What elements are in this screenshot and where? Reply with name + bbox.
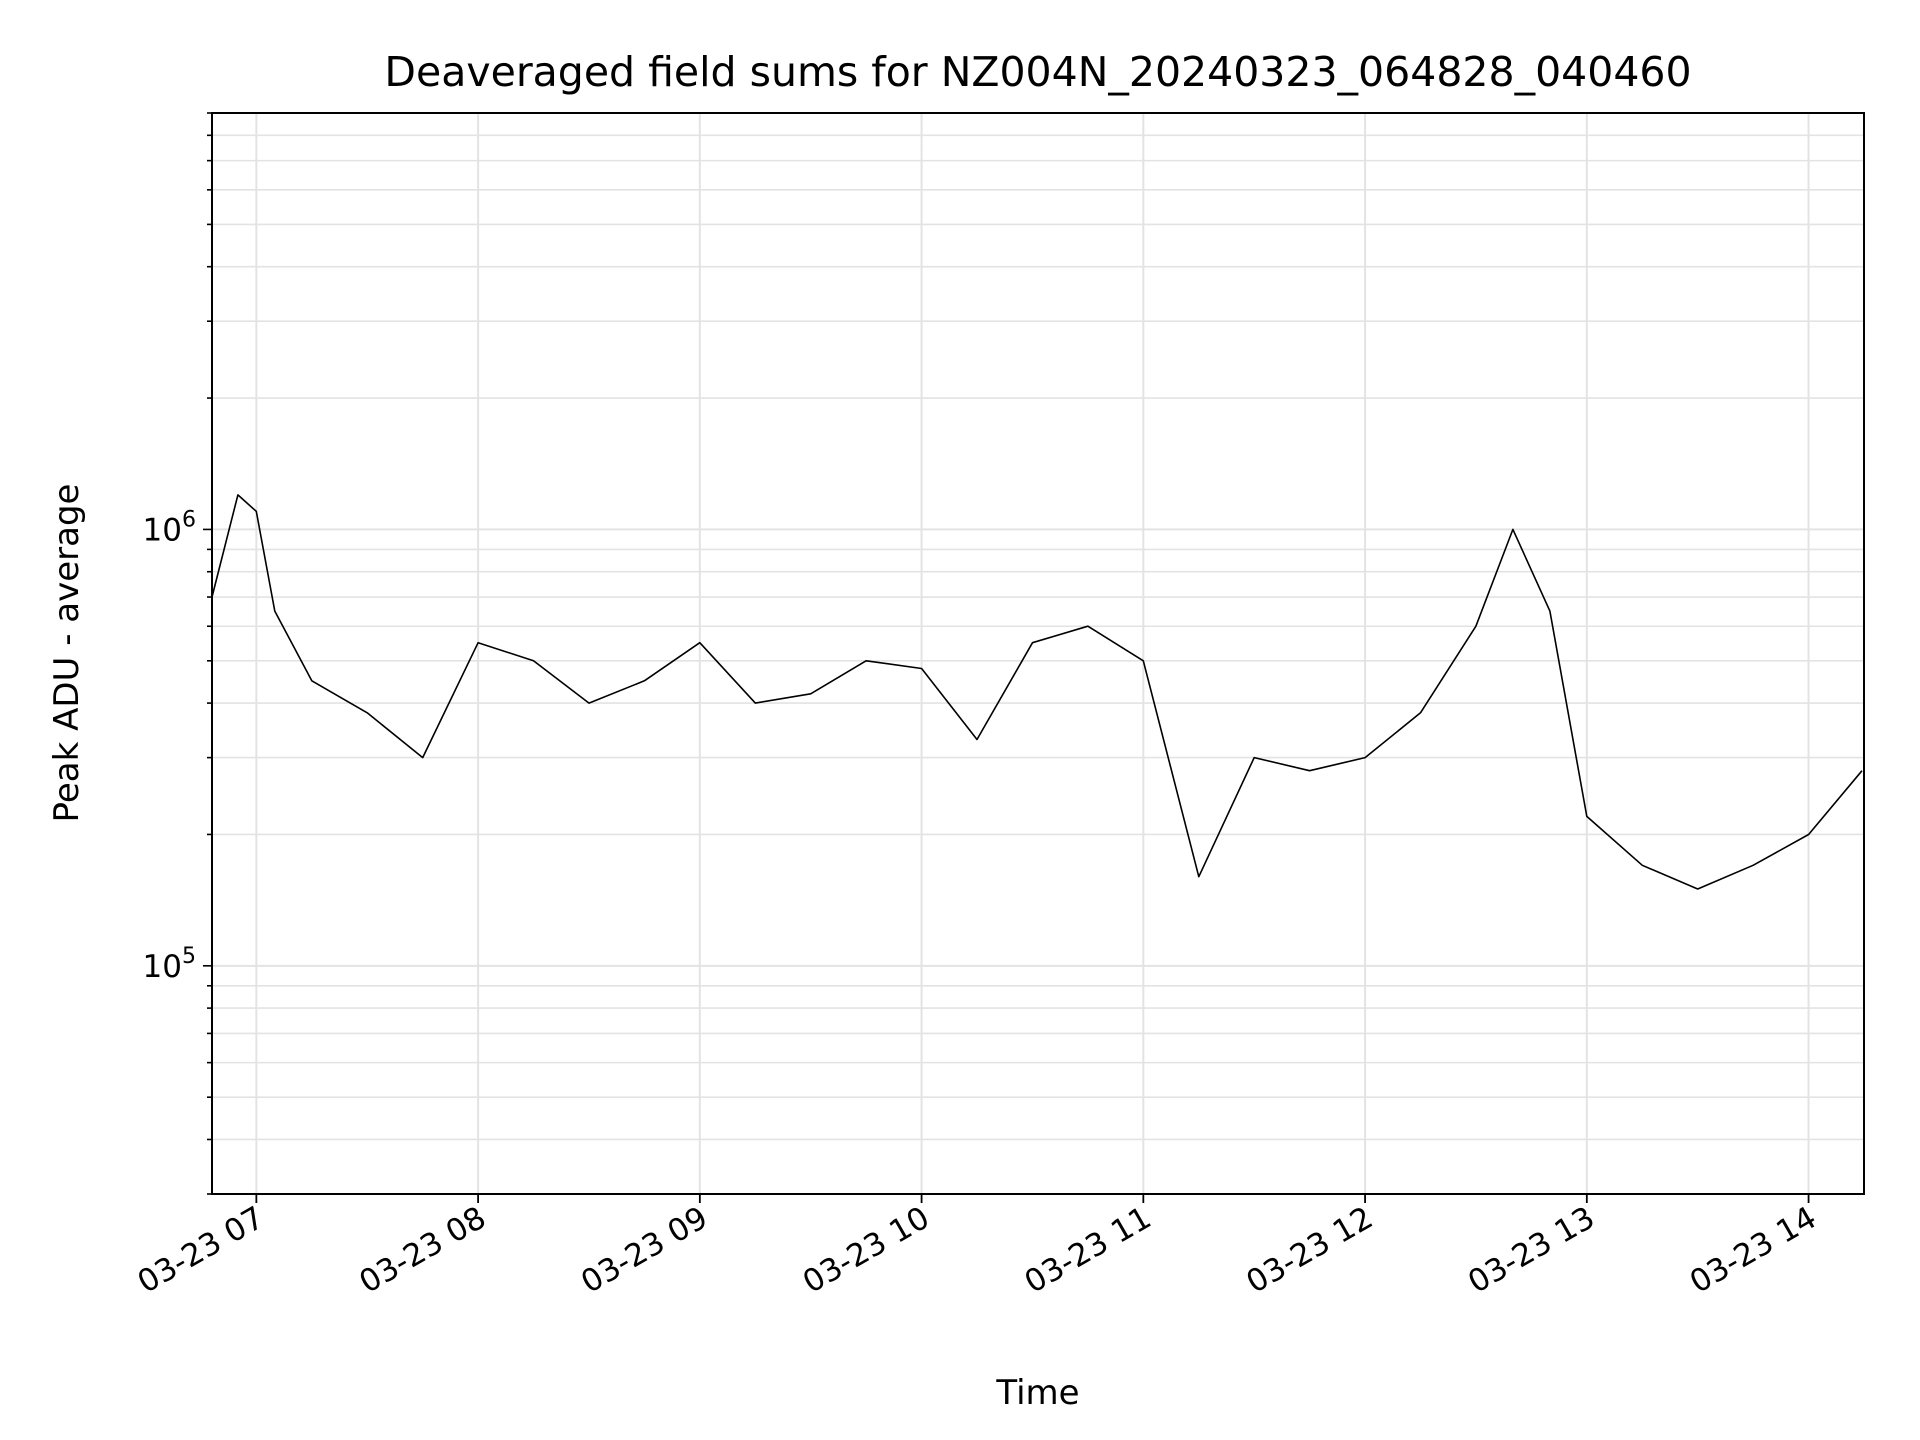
axis-ticks	[203, 112, 1810, 1203]
plot-frame	[211, 112, 1865, 1195]
data-line-layer	[211, 494, 1863, 890]
y-tick-exponent: 5	[182, 944, 196, 969]
y-tick-base: 10	[143, 512, 182, 548]
y-axis-label: Peak ADU - average	[47, 484, 87, 823]
y-tick-label: 105	[143, 944, 196, 985]
y-tick-exponent: 6	[182, 507, 196, 532]
data-series-line	[211, 494, 1863, 890]
chart-title: Deaveraged field sums for NZ004N_2024032…	[384, 48, 1691, 96]
y-tick-label: 106	[143, 507, 196, 548]
y-tick-base: 10	[143, 949, 182, 985]
x-axis-label: Time	[995, 1373, 1079, 1413]
